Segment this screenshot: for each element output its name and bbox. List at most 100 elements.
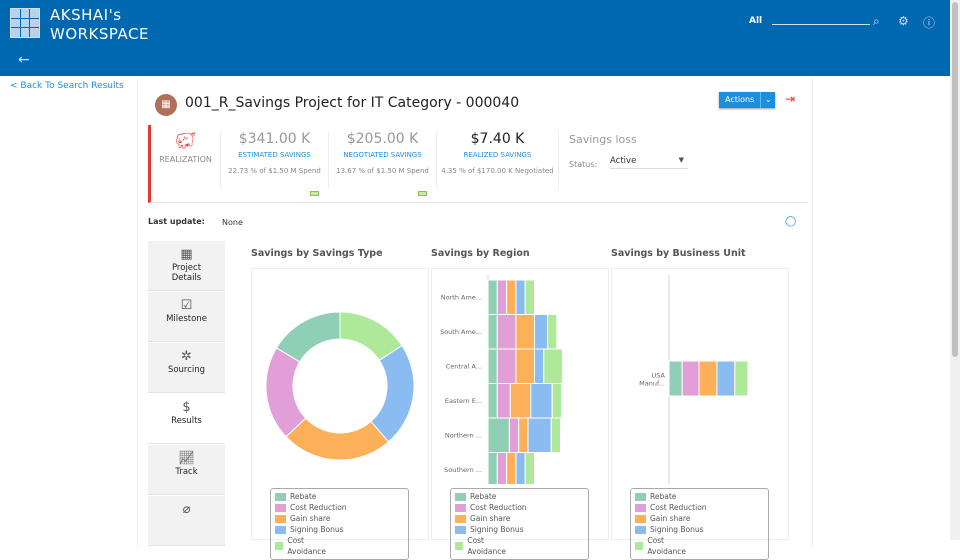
bar-segment[interactable] [487,417,510,453]
scrollbar-thumb[interactable] [952,2,958,357]
back-arrow-icon[interactable]: ← [18,52,30,68]
legend-label: Gain share [470,514,511,523]
legend-item[interactable]: Cost Reduction [275,502,347,513]
legend-swatch [455,503,466,512]
legend-item[interactable]: Cost Reduction [635,502,707,513]
legend-swatch [455,542,464,550]
donut-slice[interactable] [370,344,415,443]
nav-item-milestone[interactable]: ☑ Milestone [148,292,225,342]
bar-segment[interactable] [487,314,498,350]
bar-segment[interactable] [668,360,683,397]
bar-segment[interactable] [550,417,562,453]
actions-button[interactable]: Actions [719,92,761,108]
bar-segment[interactable] [534,314,549,350]
paperclip-icon: ⌀ [182,502,191,517]
legend-label: Signing Bonus [650,525,704,534]
bar-segment[interactable] [524,279,535,315]
region-chart: North Ame... South Ame... Central A... East… [440,275,563,488]
scrollbar[interactable] [950,0,960,540]
scope-select[interactable]: All [749,16,763,26]
comment-icon[interactable]: ◯ [785,216,797,227]
nav-item-track[interactable]: 📈︎ Track [148,445,225,495]
bar-segment[interactable] [527,417,552,453]
bar-segment[interactable] [515,348,536,384]
legend-label: Rebate [650,492,677,501]
search-input[interactable] [772,24,870,25]
legend-item[interactable]: Cost Avoidance [455,535,511,557]
donut-slice[interactable] [285,417,390,461]
search-icon[interactable]: ⌕ [873,14,880,28]
bar-segment[interactable] [487,348,498,384]
bar-segment[interactable] [716,360,736,397]
bar-segment[interactable] [496,383,511,419]
legend-item[interactable]: Signing Bonus [455,524,527,535]
piggy-bank-icon: 🐖︎ [174,131,197,151]
bar-segment[interactable] [487,452,498,488]
legend-label: Signing Bonus [470,525,524,534]
brand-line2: WORKSPACE [50,25,149,43]
negotiated-savings: $205.00 K NEGOTIATED SAVINGS 13.67 % of … [329,131,437,189]
nav-item-attachments[interactable]: ⌀ [148,496,225,546]
dropdown-icon: ▼ [678,156,684,164]
bar-segment[interactable] [509,383,532,419]
bar-segment[interactable] [534,348,545,384]
bar-segment[interactable] [515,314,536,350]
help-icon[interactable]: ⓘ [923,16,936,30]
chart-icon: 📈︎ [178,451,195,466]
bar-segment[interactable] [508,417,520,453]
bar-segment[interactable] [515,279,526,315]
chevron-down-icon[interactable]: ⌄ [760,92,776,108]
back-to-search-link[interactable]: < Back To Search Results [10,81,124,91]
region-chart-panel: North Ame... South Ame... Central A... East… [431,268,609,560]
estimated-savings: $341.00 K ESTIMATED SAVINGS 22.73 % of $… [221,131,329,189]
legend-item[interactable]: Cost Avoidance [635,535,691,557]
donut-slice[interactable] [275,311,341,363]
legend-swatch [635,542,644,550]
negotiated-value: $205.00 K [346,131,419,147]
legend-item[interactable]: Cost Reduction [455,502,527,513]
nav-item-results[interactable]: $ Results [148,394,225,444]
bar-segment[interactable] [487,383,498,419]
bar-segment[interactable] [515,452,526,488]
stage-cell: 🐖︎ REALIZATION [151,131,221,189]
stage-label: REALIZATION [159,155,212,164]
legend-item[interactable]: Gain share [275,513,331,524]
bar-segment[interactable] [734,360,749,397]
bar-segment[interactable] [547,314,558,350]
bar-segment[interactable] [524,452,535,488]
nav-item-sourcing[interactable]: ✲ Sourcing [148,343,225,393]
bar-segment[interactable] [551,383,562,419]
bar-segment[interactable] [506,452,517,488]
bar-segment[interactable] [487,279,498,315]
legend-item[interactable]: Rebate [275,491,331,502]
legend-label: Cost Avoidance [647,536,686,556]
legend-item[interactable]: Rebate [455,491,511,502]
bar-segment[interactable] [496,314,517,350]
nav-item-project[interactable]: ▦ Project Details [148,241,225,291]
logo-icon [10,8,40,38]
legend-item[interactable]: Cost Avoidance [275,535,331,557]
bar-segment[interactable] [530,383,553,419]
legend-swatch [635,514,646,523]
savings-loss-title: Savings loss [569,133,637,146]
legend-item[interactable]: Signing Bonus [635,524,707,535]
legend-item[interactable]: Gain share [455,513,511,524]
legend-item[interactable]: Rebate [635,491,691,502]
kpi-strip: 🐖︎ REALIZATION $341.00 K ESTIMATED SAVIN… [148,125,808,203]
bar-segment[interactable] [681,360,700,397]
legend-label: Gain share [290,514,331,523]
bar-segment[interactable] [506,279,517,315]
negotiated-sub: 13.67 % of $1.50 M Spend [336,167,429,175]
bar-segment[interactable] [543,348,563,384]
bar-segment[interactable] [496,452,508,488]
legend-label: Cost Reduction [470,503,527,512]
gear-icon[interactable]: ⚙ [898,14,909,28]
legend-item[interactable]: Gain share [635,513,691,524]
legend-item[interactable]: Signing Bonus [275,524,347,535]
bar-segment[interactable] [496,279,508,315]
bar-segment[interactable] [496,348,517,384]
status-select[interactable]: Active ▼ [610,156,688,169]
exit-icon[interactable]: ⇥ [785,92,796,106]
bar-segment[interactable] [518,417,529,453]
bar-segment[interactable] [698,360,718,397]
